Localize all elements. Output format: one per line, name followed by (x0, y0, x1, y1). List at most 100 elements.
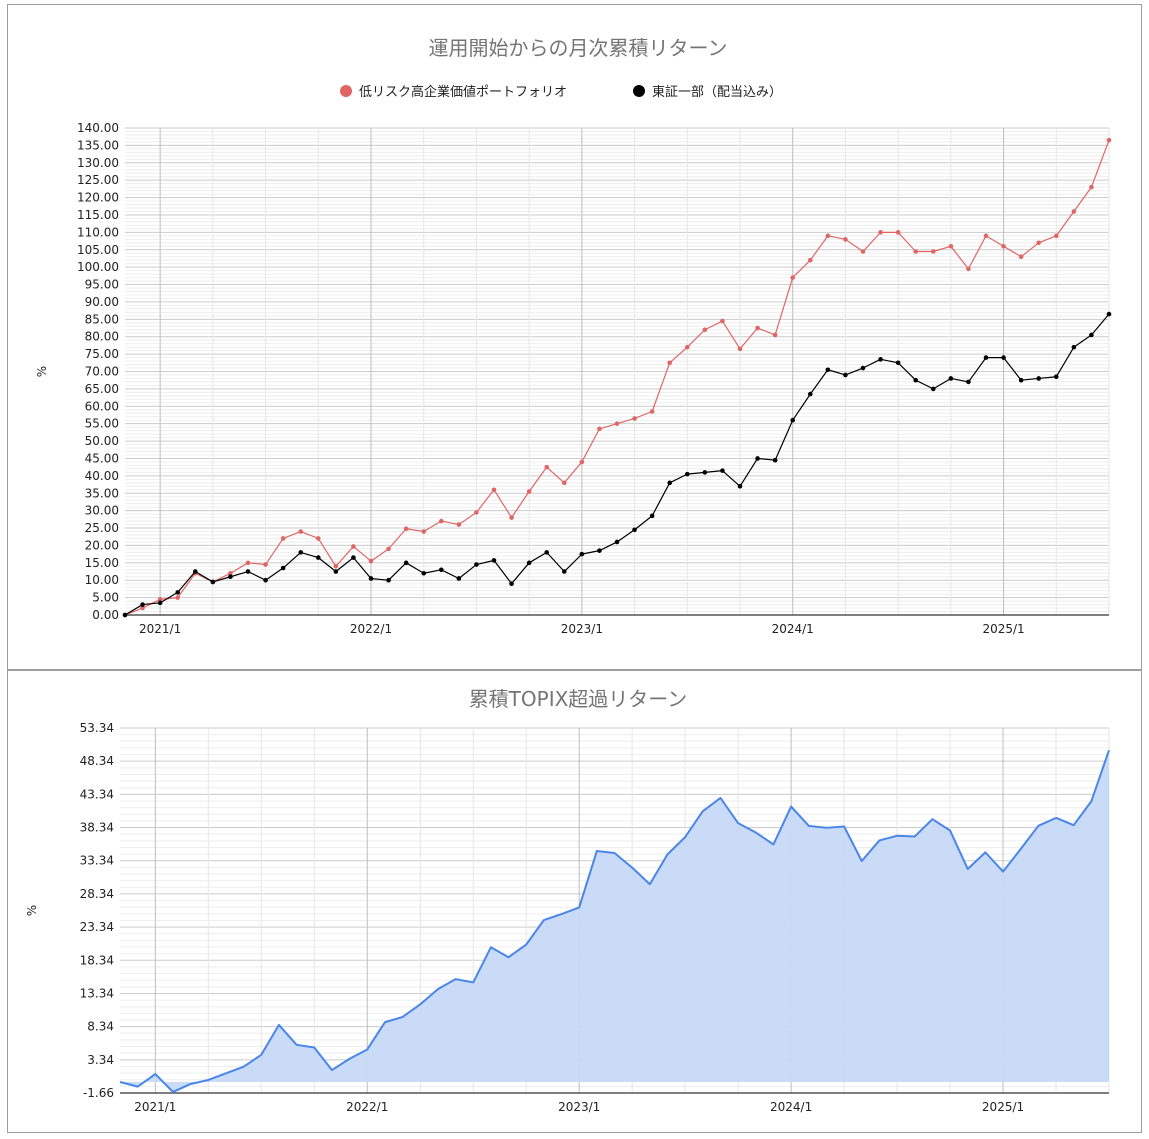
x-tick-label: 2023/1 (558, 1100, 600, 1114)
data-point (491, 558, 497, 563)
data-point (966, 379, 971, 385)
y-tick-label: 23.34 (80, 920, 114, 934)
legend: 低リスク高企業価値ポートフォリオ 東証一部（配当込み） (340, 84, 782, 100)
data-point (1106, 137, 1112, 143)
data-point (474, 510, 479, 515)
data-point (175, 590, 181, 595)
data-point (597, 426, 602, 432)
data-point (983, 355, 989, 360)
data-point (755, 325, 760, 331)
x-tick-label: 2021/1 (139, 622, 181, 636)
data-point (210, 579, 216, 585)
data-point (175, 595, 181, 600)
data-point (298, 529, 304, 534)
data-point (1106, 311, 1112, 317)
data-point (684, 344, 690, 350)
data-point (263, 577, 268, 583)
x-tick-label: 2024/1 (772, 622, 814, 636)
y-tick-label: 48.34 (80, 754, 114, 768)
data-point (807, 257, 813, 263)
data-point (983, 233, 989, 239)
data-point (755, 456, 760, 461)
data-point (684, 471, 690, 477)
data-point (333, 569, 339, 574)
data-point (737, 483, 743, 489)
y-tick-label: 8.34 (87, 1020, 114, 1034)
data-point (772, 332, 778, 338)
data-point (561, 569, 567, 574)
x-tick-label: 2025/1 (982, 622, 1024, 636)
data-point (614, 539, 620, 545)
data-point (245, 569, 251, 574)
data-point (632, 527, 637, 533)
data-point (544, 464, 550, 470)
data-point (913, 249, 919, 254)
legend-marker (340, 85, 352, 97)
x-tick-label: 2025/1 (982, 1100, 1024, 1114)
cumulative-return-chart-panel: 運用開始からの月次累積リターン低リスク高企業価値ポートフォリオ 東証一部（配当込み… (7, 4, 1142, 670)
data-point (351, 544, 356, 549)
y-tick-label: 115.00 (77, 208, 119, 222)
data-point (140, 602, 145, 607)
legend-label: 低リスク高企業価値ポートフォリオ (359, 84, 567, 100)
x-tick-label: 2022/1 (346, 1100, 388, 1114)
y-tick-label: 53.34 (80, 721, 114, 735)
y-tick-label: 0.00 (92, 608, 119, 622)
data-point (280, 565, 286, 571)
chart-title: 運用開始からの月次累積リターン (429, 36, 728, 60)
grid (125, 127, 1110, 616)
data-point (807, 391, 813, 397)
data-point (368, 576, 374, 581)
y-tick-label: 125.00 (77, 173, 119, 187)
data-point (579, 551, 585, 557)
data-point (579, 459, 585, 465)
data-point (843, 372, 848, 378)
y-axis-title: % (35, 366, 49, 377)
data-point (1053, 374, 1059, 380)
chart-title: 累積TOPIX超過リターン (469, 687, 688, 711)
data-point (1071, 344, 1077, 350)
x-tick-label: 2022/1 (350, 622, 392, 636)
y-tick-label: 33.34 (80, 854, 114, 868)
x-tick-label: 2024/1 (770, 1100, 812, 1114)
y-tick-label: 45.00 (85, 451, 119, 465)
data-point (140, 605, 145, 611)
y-tick-label: 20.00 (85, 538, 119, 552)
y-tick-label: 90.00 (85, 295, 119, 309)
y-tick-label: 35.00 (85, 486, 119, 500)
excess-return-chart-panel: 累積TOPIX超過リターン -1.66 3.34 8.34 13.34 18.34 23.3… (7, 670, 1142, 1133)
y-tick-label: 70.00 (85, 365, 119, 379)
data-point (421, 570, 427, 576)
y-tick-label: 120.00 (77, 191, 119, 205)
data-point (228, 570, 233, 576)
data-point (702, 470, 708, 475)
y-tick-label: 105.00 (77, 243, 119, 257)
data-point (667, 480, 673, 486)
data-point (351, 555, 356, 560)
y-tick-label: 55.00 (85, 417, 119, 431)
y-tick-label: -1.66 (83, 1086, 114, 1100)
data-point (930, 249, 936, 254)
data-point (614, 421, 620, 426)
data-point (456, 522, 462, 527)
data-point (474, 562, 479, 567)
data-point (702, 327, 708, 333)
y-tick-label: 75.00 (85, 347, 119, 361)
y-axis-title: % (25, 905, 39, 916)
data-point (403, 560, 409, 566)
y-tick-label: 110.00 (77, 225, 119, 239)
data-point (368, 558, 374, 564)
data-point (825, 233, 831, 239)
data-point (930, 386, 936, 392)
y-tick-label: 28.34 (80, 887, 114, 901)
data-point (1089, 184, 1094, 190)
y-tick-label: 15.00 (85, 556, 119, 570)
y-tick-label: 100.00 (77, 260, 119, 274)
data-point (1089, 332, 1094, 338)
data-point (720, 468, 725, 473)
data-point (597, 548, 602, 553)
y-tick-label: 43.34 (80, 787, 114, 801)
data-point (878, 357, 883, 362)
y-tick-label: 38.34 (80, 821, 114, 835)
y-tick-label: 3.34 (87, 1053, 114, 1067)
